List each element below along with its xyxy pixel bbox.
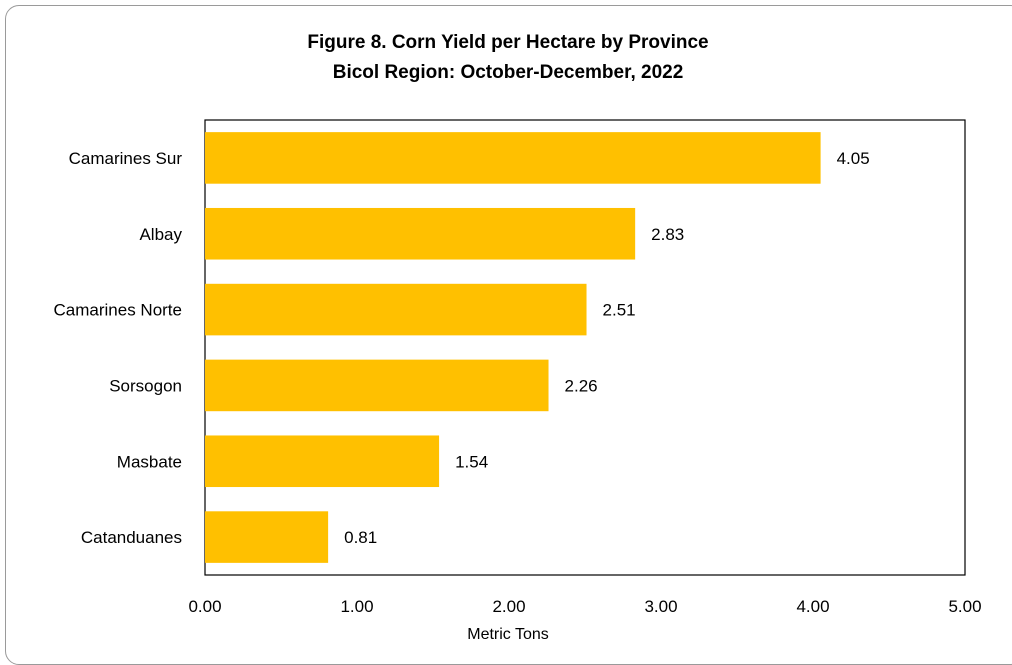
bar-masbate xyxy=(205,435,440,488)
x-tick-label: 4.00 xyxy=(796,597,829,616)
x-tick-label: 5.00 xyxy=(948,597,981,616)
data-label: 1.54 xyxy=(455,452,488,471)
data-label: 2.26 xyxy=(565,376,598,395)
x-tick-label: 1.00 xyxy=(340,597,373,616)
x-tick-label: 0.00 xyxy=(188,597,221,616)
chart-subtitle: Bicol Region: October-December, 2022 xyxy=(333,62,684,83)
data-label: 0.81 xyxy=(344,528,377,547)
bar-catanduanes xyxy=(205,511,329,563)
chart-title: Figure 8. Corn Yield per Hectare by Prov… xyxy=(307,32,708,53)
bar-camarines-sur xyxy=(205,132,821,184)
x-axis-title: Metric Tons xyxy=(467,626,549,643)
data-label: 2.83 xyxy=(651,225,684,244)
bar-albay xyxy=(205,207,636,260)
bar-sorsogon xyxy=(205,359,549,412)
category-labels: Camarines Sur Albay Camarines Norte Sorsogo… xyxy=(54,149,183,547)
bar-camarines-norte xyxy=(205,283,587,336)
x-tick-label: 3.00 xyxy=(644,597,677,616)
bars-group xyxy=(205,132,821,563)
category-label: Albay xyxy=(139,225,182,244)
category-label: Sorsogon xyxy=(109,376,182,395)
x-tick-label: 2.00 xyxy=(492,597,525,616)
plot-area xyxy=(204,119,966,576)
value-labels: 4.05 2.83 2.51 2.26 1.54 0.81 xyxy=(344,149,870,547)
category-label: Catanduanes xyxy=(81,528,182,547)
data-label: 2.51 xyxy=(603,301,636,320)
category-label: Camarines Sur xyxy=(69,149,183,168)
category-label: Masbate xyxy=(117,452,182,471)
bar-chart: Figure 8. Corn Yield per Hectare by Prov… xyxy=(54,32,982,643)
category-label: Camarines Norte xyxy=(54,301,183,320)
x-axis-ticks: 0.00 1.00 2.00 3.00 4.00 5.00 xyxy=(188,597,981,616)
data-label: 4.05 xyxy=(837,149,870,168)
